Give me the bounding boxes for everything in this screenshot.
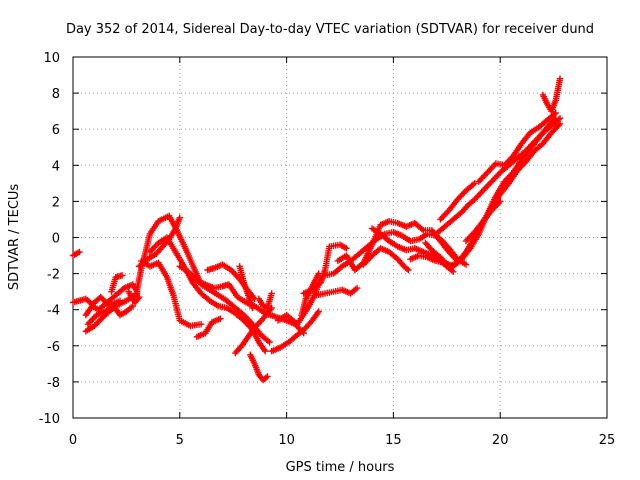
data-point [418, 225, 426, 233]
satellite-track-7 [133, 212, 273, 346]
data-point [450, 268, 457, 275]
y-tick-label: -8 [47, 376, 60, 391]
data-point [556, 115, 564, 122]
data-point [403, 265, 411, 272]
satellite-track-24 [321, 228, 470, 279]
satellite-track-23 [313, 284, 361, 299]
satellite-track-26 [360, 245, 412, 274]
data-point [129, 302, 137, 310]
data-point [471, 180, 478, 187]
y-tick-label: -4 [47, 304, 60, 319]
y-tick-label: -6 [47, 340, 60, 355]
data-point [462, 261, 470, 268]
satellite-track-15 [232, 304, 275, 357]
satellite-track-30 [432, 115, 564, 238]
data-point [268, 290, 275, 297]
data-point [217, 315, 224, 322]
x-axis-label: GPS time / hours [286, 460, 395, 475]
data-point [76, 248, 83, 256]
data-point [405, 266, 412, 274]
satellite-track-10 [146, 234, 269, 355]
data-point [136, 293, 143, 301]
satellite-track-6 [108, 272, 126, 295]
satellite-track-33 [475, 109, 559, 185]
data-point [197, 320, 205, 328]
satellite-track-16 [236, 263, 256, 312]
satellite-track-9 [138, 257, 205, 330]
y-tick-label: 4 [52, 159, 60, 174]
y-tick-label: 10 [43, 51, 60, 66]
y-tick-label: -2 [47, 268, 60, 283]
data-point [552, 109, 559, 117]
y-tick-label: 2 [52, 195, 60, 210]
x-tick-label: 0 [69, 433, 77, 448]
satellite-track-13 [193, 315, 224, 340]
x-tick-label: 15 [385, 433, 402, 448]
data-point [264, 337, 272, 345]
data-point [315, 308, 322, 315]
chart-title: Day 352 of 2014, Sidereal Day-to-day VTE… [66, 22, 594, 37]
data-point [556, 120, 564, 127]
satellite-track-11 [125, 288, 143, 306]
data-layer [69, 75, 564, 384]
data-point [469, 181, 477, 188]
satellite-track-22 [300, 241, 350, 297]
grid-layer [73, 57, 607, 418]
satellite-track-32 [462, 198, 504, 245]
data-point [551, 110, 558, 118]
data-point [266, 338, 273, 346]
satellite-track-17 [247, 351, 271, 384]
data-point [555, 116, 562, 123]
data-point [262, 348, 269, 355]
satellite-track-31 [437, 180, 478, 223]
data-point [262, 374, 270, 381]
x-tick-label: 10 [278, 433, 295, 448]
y-tick-label: 0 [52, 232, 60, 247]
data-point [134, 295, 142, 302]
y-tick-label: 8 [52, 87, 60, 102]
data-point [118, 272, 126, 279]
satellite-track-5 [84, 302, 137, 328]
satellite-track-34 [539, 75, 564, 115]
satellite-track-18 [255, 290, 275, 312]
data-point [353, 284, 361, 292]
data-point [343, 245, 350, 252]
x-tick-label: 25 [599, 433, 616, 448]
satellite-track-1 [69, 248, 83, 259]
data-point [497, 198, 504, 205]
x-tick-label: 5 [176, 433, 184, 448]
data-point [264, 373, 271, 380]
tick-layer: 0 5 10 15 20 25 -10 -8 -6 -4 -2 0 2 4 6 8 10 [39, 51, 616, 448]
y-tick-label: 6 [52, 123, 60, 138]
data-point [556, 75, 564, 82]
satellite-track-19 [268, 308, 322, 355]
data-point [176, 214, 183, 221]
y-axis-label: SDTVAR / TECUs [7, 184, 22, 291]
data-point [249, 304, 256, 312]
x-tick-label: 20 [492, 433, 509, 448]
y-tick-label: -10 [39, 412, 60, 427]
